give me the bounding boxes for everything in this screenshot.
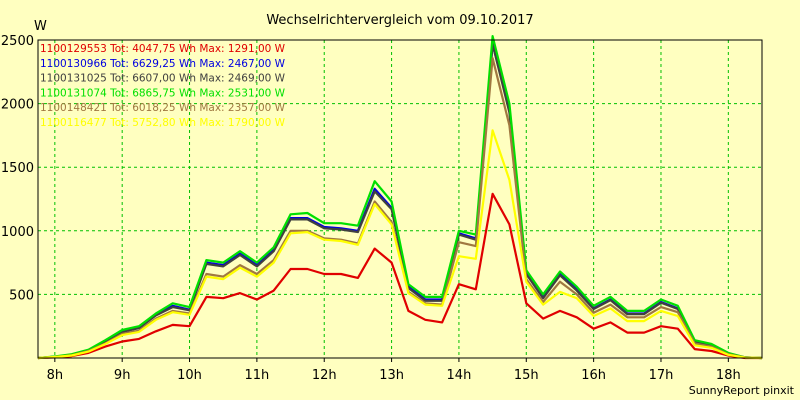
x-tick-label: 10h [177, 368, 202, 383]
legend-entry-1: 1100129553 Tot: 4047,75 Wh Max: 1291,00 … [40, 43, 286, 55]
x-tick-label: 8h [47, 368, 64, 383]
legend-entry-6: 1100116477 Tot: 5752,80 Wh Max: 1790,00 … [40, 117, 286, 129]
plot-frame [37, 39, 763, 359]
series-lines [37, 34, 763, 360]
x-tick-label: 14h [447, 368, 472, 383]
y-axis-unit: W [34, 19, 47, 34]
x-tick-label: 15h [514, 368, 539, 383]
chart-title: Wechselrichtervergleich vom 09.10.2017 [266, 13, 533, 28]
y-tick-label: 1500 [1, 161, 34, 176]
y-tick-label: 2000 [1, 98, 34, 113]
series-line-3 [37, 42, 763, 360]
legend-entry-4: 1100131074 Tot: 6865,75 Wh Max: 2531,00 … [40, 87, 286, 99]
y-tick-label: 1000 [1, 225, 34, 240]
axis-ticks: 500 1000 1500 2000 2500 8h 9h 10h 11h 12h 13h 14h 15… [1, 34, 741, 383]
legend: 1100129553 Tot: 4047,75 Wh Max: 1291,00 … [40, 43, 286, 129]
series-line-6 [37, 129, 763, 360]
footer-credit: SunnyReport pinxit [689, 384, 795, 397]
x-tick-label: 13h [379, 368, 404, 383]
x-tick-label: 18h [716, 368, 741, 383]
y-tick-label: 500 [9, 288, 34, 303]
series-line-1 [37, 192, 762, 360]
x-tick-label: 9h [114, 368, 131, 383]
x-tick-label: 16h [581, 368, 606, 383]
series-line-4 [37, 34, 763, 360]
legend-entry-2: 1100130966 Tot: 6629,25 Wh Max: 2467,00 … [40, 58, 286, 70]
legend-entry-5: 1100148421 Tot: 6018,25 Wh Max: 2357,00 … [40, 102, 286, 114]
x-tick-label: 12h [312, 368, 337, 383]
x-tick-label: 17h [649, 368, 674, 383]
y-tick-label: 2500 [1, 34, 34, 49]
x-tick-label: 11h [244, 368, 269, 383]
legend-entry-3: 1100131025 Tot: 6607,00 Wh Max: 2469,00 … [40, 73, 286, 85]
